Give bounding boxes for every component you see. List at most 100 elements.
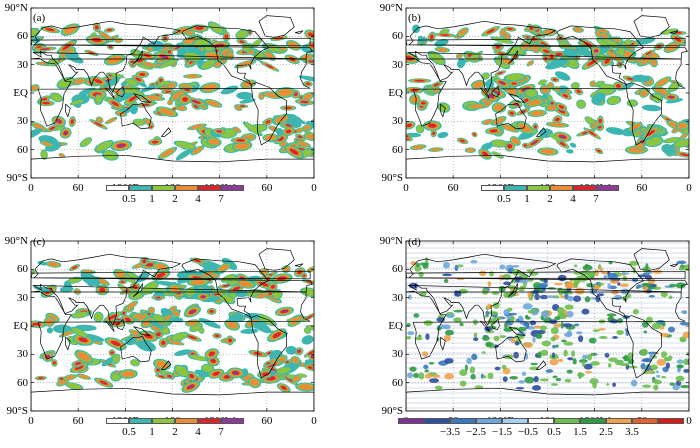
lat-tick-label: 30 <box>392 291 403 304</box>
lat-tick-label: 30 <box>392 58 403 71</box>
colorbar-tick-label: 2 <box>547 193 553 205</box>
lon-tick-label: 60 <box>447 182 459 194</box>
colorbar-swatch <box>476 418 502 424</box>
colorbar-swatch <box>106 185 129 191</box>
lat-tick-label: 60 <box>392 376 403 389</box>
colorbar-tick-label: −1.5 <box>492 426 512 438</box>
colorbar-tick-label: 1.5 <box>573 426 587 438</box>
map-svg-c <box>30 240 315 412</box>
lat-tick-label: 30 <box>392 348 403 361</box>
panel-label-b: (b) <box>408 12 421 24</box>
colorbar-precip: 0.5 1 2 4 7 <box>106 418 244 444</box>
lon-tick-label: 0 <box>311 415 317 427</box>
lat-tick-label: 90°N <box>379 2 403 14</box>
colorbar-swatch <box>528 418 554 424</box>
map-svg-d <box>405 240 690 412</box>
colorbar-swatch <box>550 185 573 191</box>
colorbar-tick-label: 1 <box>524 193 530 205</box>
lat-tick-label: 30 <box>17 58 28 71</box>
lat-tick-label: 90°N <box>4 2 28 14</box>
colorbar-precip: 0.5 1 2 4 7 <box>106 185 244 211</box>
colorbar-swatch <box>502 418 528 424</box>
colorbar-swatch <box>596 185 619 191</box>
panel-label-a: (a) <box>33 12 46 24</box>
colorbar-tick-label: 2 <box>172 193 178 205</box>
lat-tick-label: EQ <box>13 87 28 99</box>
colorbar-swatch <box>450 418 476 424</box>
colorbar-tick-label: 4 <box>570 193 576 205</box>
colorbar-swatch <box>554 418 580 424</box>
colorbar-swatch <box>606 418 632 424</box>
lat-tick-label: 90°S <box>381 172 403 184</box>
colorbar-difference: −3.5 −2.5 −1.5 −0.5 0.5 1.5 2.5 3.5 <box>398 418 684 444</box>
colorbar-swatch <box>424 418 450 424</box>
colorbar-swatch <box>398 418 424 424</box>
panel-label-d: (d) <box>408 236 421 248</box>
lat-tick-label: 90°N <box>379 235 403 247</box>
colorbar-tick-label: 3.5 <box>625 426 639 438</box>
lat-tick-label: EQ <box>13 320 28 332</box>
lat-tick-label: 90°N <box>4 235 28 247</box>
colorbar-tick-label: 7 <box>218 426 224 438</box>
colorbar-tick-label: 2 <box>172 426 178 438</box>
colorbar-swatch <box>152 185 175 191</box>
colorbar-swatch <box>632 418 658 424</box>
map-svg-b <box>405 7 690 179</box>
lat-tick-label: 60 <box>392 263 403 276</box>
colorbar-tick-label: −3.5 <box>440 426 460 438</box>
lat-tick-label: 60 <box>17 143 28 156</box>
lat-tick-label: EQ <box>388 320 403 332</box>
lat-tick-label: 90°S <box>381 405 403 417</box>
lon-tick-label: 0 <box>403 182 409 194</box>
colorbar-tick-label: −0.5 <box>518 426 538 438</box>
colorbar-tick-label: 0.5 <box>497 193 511 205</box>
colorbar-tick-label: 0.5 <box>122 193 136 205</box>
colorbar-swatch <box>527 185 550 191</box>
colorbar-swatch <box>152 418 175 424</box>
colorbar-swatch <box>658 418 684 424</box>
lon-tick-label: 60 <box>261 415 273 427</box>
colorbar-tick-label: 1 <box>149 193 155 205</box>
lat-tick-label: 30 <box>17 348 28 361</box>
lat-tick-label: 90°S <box>6 172 28 184</box>
lon-tick-label: 60 <box>72 182 84 194</box>
colorbar-swatch <box>580 418 606 424</box>
colorbar-tick-label: 4 <box>195 193 201 205</box>
lon-tick-label: 0 <box>311 182 317 194</box>
lat-tick-label: 30 <box>17 115 28 128</box>
colorbar-tick-label: 4 <box>195 426 201 438</box>
colorbar-swatch <box>481 185 504 191</box>
map-panel-c: (c) <box>0 224 350 448</box>
lat-tick-label: 60 <box>17 376 28 389</box>
colorbar-swatch <box>129 418 152 424</box>
colorbar-tick-label: 7 <box>218 193 224 205</box>
colorbar-tick-label: 7 <box>593 193 599 205</box>
colorbar-swatch <box>504 185 527 191</box>
colorbar-tick-label: 1 <box>149 426 155 438</box>
map-panel-b: (b) <box>350 0 700 224</box>
map-svg-a <box>30 7 315 179</box>
colorbar-swatch <box>221 418 244 424</box>
map-panel-d: (d) <box>350 224 700 448</box>
lat-tick-label: 30 <box>17 291 28 304</box>
lon-tick-label: 0 <box>28 415 34 427</box>
lat-tick-label: 30 <box>392 115 403 128</box>
colorbar-precip: 0.5 1 2 4 7 <box>481 185 619 211</box>
lat-tick-label: EQ <box>388 87 403 99</box>
map-panel-a: (a) <box>0 0 350 224</box>
colorbar-tick-label: −2.5 <box>466 426 486 438</box>
lon-tick-label: 0 <box>686 415 692 427</box>
lon-tick-label: 60 <box>636 182 648 194</box>
panel-label-c: (c) <box>33 236 46 248</box>
colorbar-swatch <box>175 418 198 424</box>
colorbar-swatch <box>573 185 596 191</box>
lat-tick-label: 60 <box>17 30 28 43</box>
lat-tick-label: 60 <box>17 263 28 276</box>
colorbar-swatch <box>198 185 221 191</box>
lon-tick-label: 0 <box>686 182 692 194</box>
lat-tick-label: 60 <box>392 30 403 43</box>
lon-tick-label: 60 <box>261 182 273 194</box>
lon-tick-label: 60 <box>72 415 84 427</box>
colorbar-swatch <box>175 185 198 191</box>
